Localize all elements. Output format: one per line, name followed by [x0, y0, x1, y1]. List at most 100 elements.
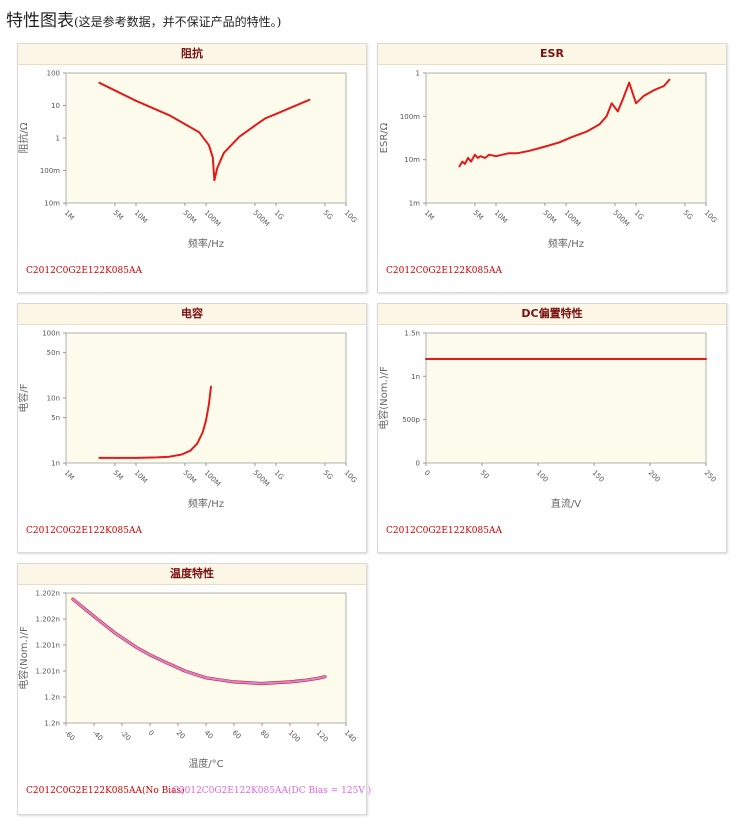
- y-axis-title: 电容(Nom.)/F: [378, 366, 390, 430]
- x-tick-label: 20: [175, 729, 187, 741]
- x-tick-label: 10G: [343, 209, 359, 225]
- esr-panel-header: ESR: [378, 44, 726, 65]
- page-title-note: (这是参考数据，并不保证产品的特性。): [74, 15, 282, 29]
- capacitance-part-label: C2012C0G2E122K085AA: [26, 526, 142, 536]
- x-tick-label: 60: [231, 729, 243, 741]
- x-tick-label: 5M: [112, 209, 125, 222]
- x-tick-label: 200: [647, 469, 662, 484]
- series-line: [98, 385, 212, 459]
- y-axis-title: ESR/Ω: [379, 122, 390, 153]
- x-tick-label: -20: [119, 729, 133, 743]
- impedance-panel-header: 阻抗: [18, 44, 366, 65]
- y-tick-label: 1n: [411, 373, 420, 381]
- capacitance-panel-header: 电容: [18, 304, 366, 325]
- x-tick-label: 500M: [252, 469, 271, 488]
- x-tick-label: 50: [479, 469, 491, 481]
- series-line: [458, 78, 671, 168]
- plot-area: [65, 592, 347, 724]
- x-tick-label: 80: [259, 729, 271, 741]
- plot-area: [425, 72, 707, 204]
- series-line: [72, 598, 326, 685]
- x-tick-label: 5M: [112, 469, 125, 482]
- x-tick-label: 50M: [542, 209, 558, 225]
- temperature-part-label-dc-bias: C2012C0G2E122K085AA(DC Bias = 125V ): [172, 786, 372, 796]
- x-tick-label: 100M: [563, 209, 582, 228]
- y-tick-label: 1.2n: [44, 720, 60, 728]
- dc-bias-panel-header: DC偏置特性: [378, 304, 726, 325]
- x-tick-label: 100: [535, 469, 550, 484]
- x-axis-title: 温度/°C: [188, 757, 223, 770]
- y-tick-label: 1.5n: [404, 330, 420, 338]
- x-axis-title: 频率/Hz: [548, 237, 584, 250]
- y-tick-label: 50n: [47, 349, 60, 357]
- x-tick-label: 120: [315, 729, 330, 744]
- temperature-panel-header: 温度特性: [18, 564, 366, 585]
- x-tick-label: 10M: [133, 469, 149, 485]
- y-tick-label: 10m: [44, 200, 60, 208]
- plot-area: [65, 72, 347, 204]
- x-tick-label: 10G: [343, 469, 359, 485]
- x-tick-label: 1G: [273, 209, 286, 222]
- y-tick-label: 10n: [47, 395, 60, 403]
- x-tick-label: 100M: [203, 469, 222, 488]
- x-tick-label: 100: [287, 729, 302, 744]
- x-tick-label: 10M: [133, 209, 149, 225]
- x-tick-label: 1M: [423, 209, 436, 222]
- y-tick-label: 100: [47, 70, 60, 78]
- x-axis-title: 频率/Hz: [188, 237, 224, 250]
- plot-area: [65, 332, 347, 464]
- x-tick-label: 0: [147, 729, 156, 738]
- x-tick-label: 5G: [322, 209, 335, 222]
- impedance-panel: 阻抗 100 10 1 100m 10m 1M 5M 10M 50M 100M 500M 1G 5G 10…: [17, 43, 367, 293]
- x-tick-label: 50M: [182, 209, 198, 225]
- dc-bias-chart: 1.5n 1n 500p 00 50 100 150 200 250 直流/V 电容(Nom.)/F: [378, 330, 718, 511]
- x-tick-label: 1G: [633, 209, 646, 222]
- x-axis-title: 频率/Hz: [188, 497, 224, 510]
- x-tick-label: 5G: [322, 469, 335, 482]
- esr-panel: ESR 1 100m 10m 1m 1M 5M 10M 50M 100M 500M 1G 5G 10G 频…: [377, 43, 727, 293]
- x-tick-label: -40: [91, 729, 105, 743]
- x-tick-label: 50M: [182, 469, 198, 485]
- x-tick-label: 100M: [203, 209, 222, 228]
- y-tick-label: 1.201n: [36, 642, 60, 650]
- esr-part-label: C2012C0G2E122K085AA: [386, 266, 502, 276]
- x-tick-label: 40: [203, 729, 215, 741]
- x-tick-label: 150: [591, 469, 606, 484]
- x-tick-label: -60: [63, 729, 77, 743]
- temperature-part-label-no-bias: C2012C0G2E122K085AA(No Bias): [26, 786, 185, 796]
- dc-bias-panel: DC偏置特性 1.5n 1n 500p 0 0 50 100 150 200 250 直流/V 电容(…: [377, 303, 727, 553]
- dc-bias-part-label: C2012C0G2E122K085AA: [386, 526, 502, 536]
- x-tick-label: 500M: [612, 209, 631, 228]
- y-tick-label: 5n: [51, 414, 60, 422]
- y-tick-label: 1: [56, 135, 60, 143]
- y-tick-label: 500p: [402, 416, 420, 424]
- y-tick-label: 1.2n: [44, 694, 60, 702]
- plot-area: [425, 332, 707, 464]
- y-tick-label: 1n: [51, 460, 60, 468]
- page-title: 特性图表(这是参考数据，并不保证产品的特性。): [6, 6, 281, 31]
- y-tick-label: 10m: [404, 156, 420, 164]
- y-tick-label: 100m: [40, 167, 60, 175]
- y-tick-label: 1: [416, 70, 420, 78]
- x-tick-label: 10G: [703, 209, 719, 225]
- x-tick-label: 140: [343, 729, 358, 744]
- y-axis-title: 电容(Nom.)/F: [18, 626, 30, 690]
- x-axis-title: 直流/V: [551, 497, 581, 510]
- x-tick-label: 1G: [273, 469, 286, 482]
- page-title-text: 特性图表: [6, 11, 74, 31]
- x-tick-label: 5M: [472, 209, 485, 222]
- capacitance-panel: 电容 100n 50n 10n 5n 1n 1M 5M 10M 50M 100M 500M 1G 5G 1…: [17, 303, 367, 553]
- x-tick-label: 0: [423, 469, 432, 478]
- x-tick-label: 1M: [63, 469, 76, 482]
- series-line: [98, 81, 311, 182]
- y-tick-label: 1m: [409, 200, 420, 208]
- temperature-panel: 温度特性 1.202n 1.202n 1.201n 1.201n 1.2n 1.2n -60…: [17, 563, 371, 815]
- y-tick-label: 1.201n: [36, 668, 60, 676]
- x-tick-label: 10M: [493, 209, 509, 225]
- x-tick-label: 500M: [252, 209, 271, 228]
- impedance-part-label: C2012C0G2E122K085AA: [26, 266, 142, 276]
